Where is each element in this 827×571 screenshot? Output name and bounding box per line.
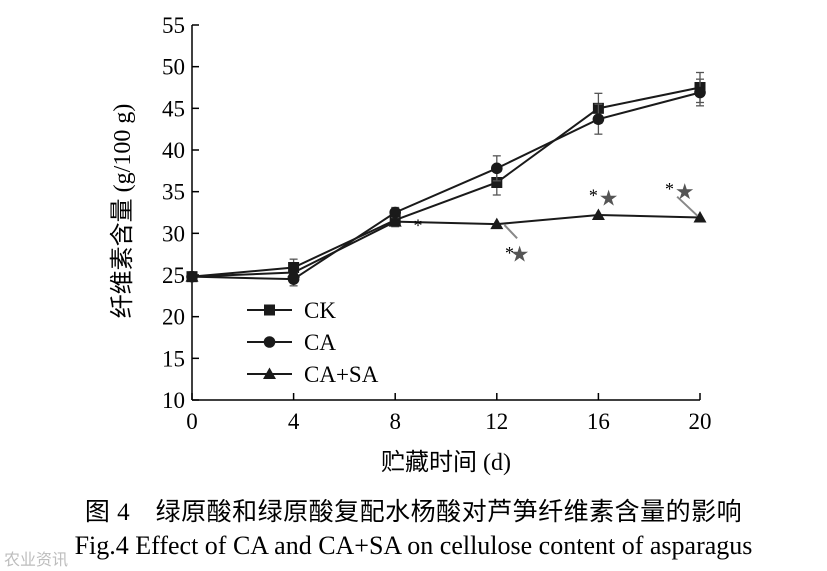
legend-label: CA+SA xyxy=(304,362,379,387)
data-point xyxy=(592,113,605,125)
annotation-leader-line xyxy=(503,224,518,240)
significance-annotations: **★* ★ * ★ xyxy=(414,179,699,266)
series-line xyxy=(191,86,701,278)
y-tick-label: 50 xyxy=(162,55,185,80)
y-tick-label: 25 xyxy=(162,263,185,288)
legend-label: CK xyxy=(304,298,336,323)
significance-asterisk: * xyxy=(665,179,674,199)
legend-swatch-marker xyxy=(263,367,276,379)
annotation-leader-line xyxy=(676,195,699,217)
x-tick-label: 20 xyxy=(689,409,712,434)
series-ck xyxy=(186,71,706,283)
x-tick-label: 8 xyxy=(389,409,401,434)
y-ticks: 10 15 20 25 30 35 40 45 50 55 xyxy=(162,13,199,413)
series-line xyxy=(191,213,701,278)
data-point xyxy=(694,86,706,99)
data-point xyxy=(591,208,605,220)
series-ca xyxy=(186,78,706,287)
data-point xyxy=(490,217,504,230)
y-tick-label: 40 xyxy=(162,138,185,163)
significance-star: ★ xyxy=(510,241,530,266)
series-ca-sa xyxy=(185,208,707,282)
y-tick-label: 15 xyxy=(162,346,185,371)
significance-asterisk: * xyxy=(589,186,598,206)
legend-label: CA xyxy=(304,330,336,355)
significance-asterisk: * xyxy=(414,216,423,236)
legend-entry: CA xyxy=(247,330,336,355)
y-tick-label: 30 xyxy=(162,221,185,246)
legend: CK CA CA+SA xyxy=(247,298,379,387)
figure-caption-chinese: 图 4 绿原酸和绿原酸复配水杨酸对芦笋纤维素含量的影响 xyxy=(84,499,743,526)
legend-entry: CK xyxy=(247,298,336,323)
y-axis-label: 纤维素含量 (g/100 g) xyxy=(109,104,136,319)
figure-caption-english: Fig.4 Effect of CA and CA+SA on cellulos… xyxy=(74,531,753,560)
legend-swatch-marker xyxy=(263,336,276,348)
y-tick-label: 20 xyxy=(162,305,185,330)
data-point xyxy=(693,211,707,223)
significance-asterisk: * xyxy=(505,243,514,263)
x-tick-label: 16 xyxy=(587,409,610,434)
watermark: 农业资讯 xyxy=(4,550,69,569)
significance-star: ★ xyxy=(675,179,695,204)
x-tick-label: 0 xyxy=(186,409,198,434)
x-ticks: 0 4 8 12 16 20 xyxy=(186,393,712,434)
significance-star: ★ xyxy=(599,186,619,211)
y-tick-label: 10 xyxy=(162,388,185,413)
x-tick-label: 4 xyxy=(288,409,300,434)
y-tick-label: 45 xyxy=(162,96,185,121)
data-point xyxy=(491,162,503,175)
y-tick-label: 55 xyxy=(162,13,185,38)
data-point xyxy=(185,270,199,282)
series-group xyxy=(185,71,707,287)
data-point xyxy=(287,266,301,278)
y-tick-label: 35 xyxy=(162,180,185,205)
x-tick-label: 12 xyxy=(485,409,508,434)
x-axis-label: 贮藏时间 (d) xyxy=(381,449,511,476)
axes xyxy=(191,25,700,401)
data-point xyxy=(388,215,402,227)
legend-entry: CA+SA xyxy=(247,362,379,387)
legend-swatch-marker xyxy=(264,304,275,316)
data-point xyxy=(491,177,503,188)
series-line xyxy=(191,91,701,281)
data-point xyxy=(389,206,402,219)
